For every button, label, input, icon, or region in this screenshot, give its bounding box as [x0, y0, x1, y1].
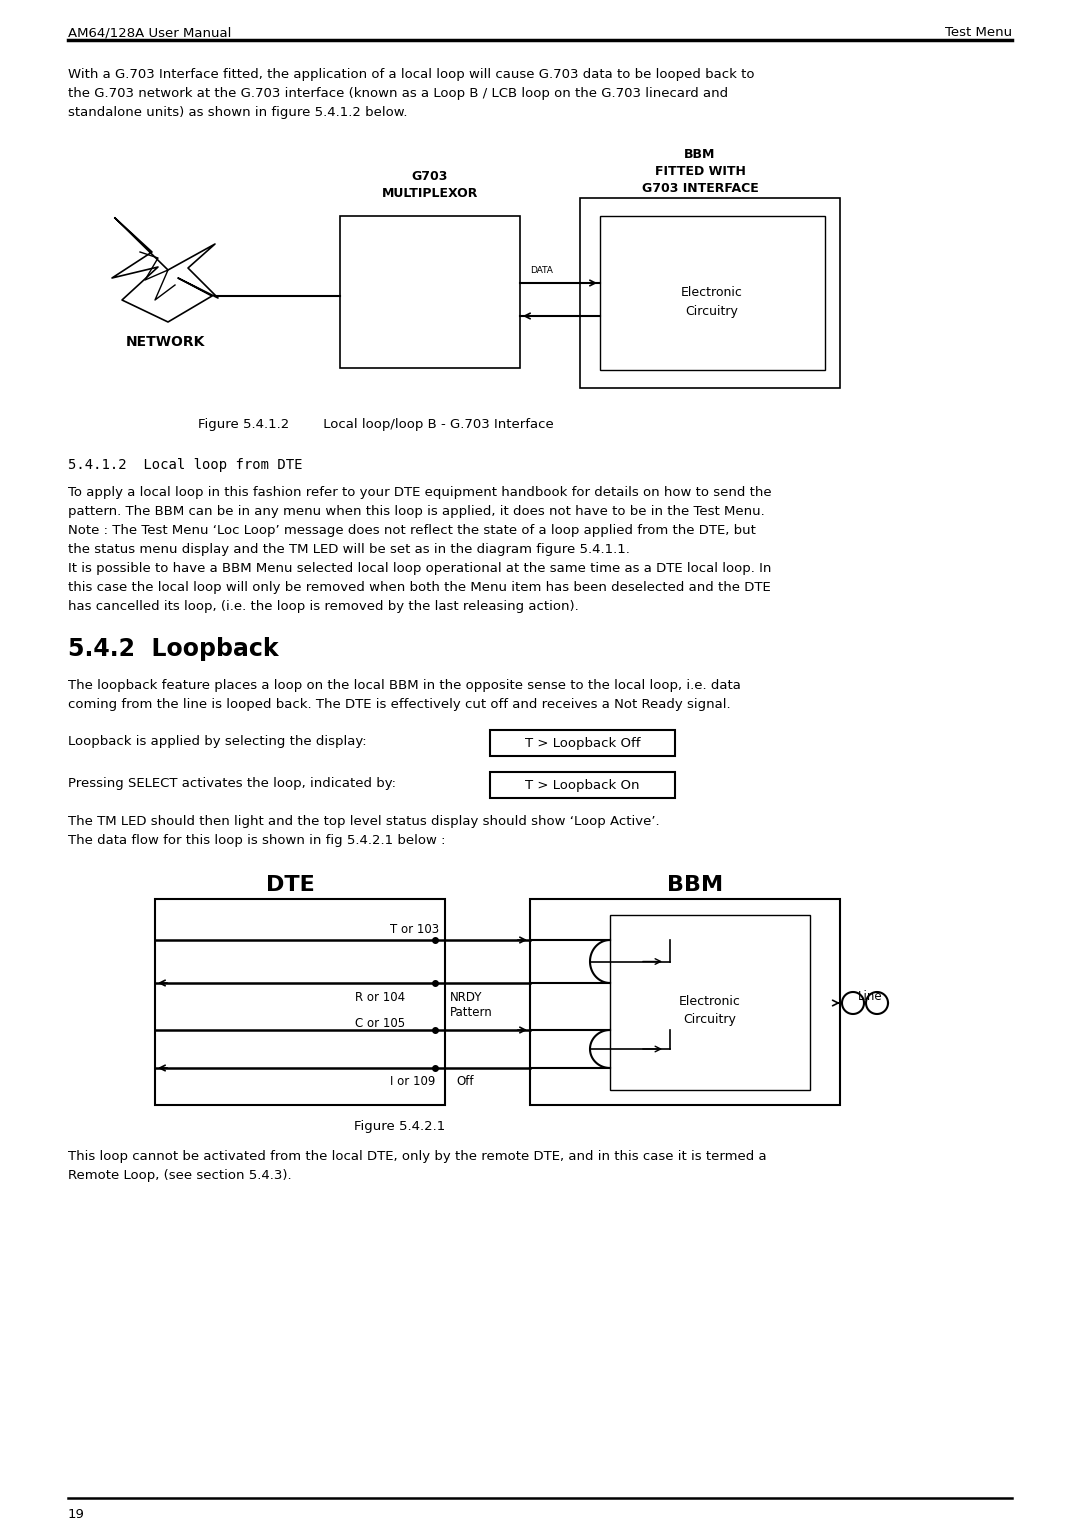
Text: 5.4.2  Loopback: 5.4.2 Loopback [68, 637, 279, 662]
Text: Electronic: Electronic [679, 995, 741, 1008]
Text: DTE: DTE [266, 876, 314, 895]
Text: G703 INTERFACE: G703 INTERFACE [642, 182, 758, 196]
Text: 19: 19 [68, 1508, 85, 1520]
Text: Off: Off [456, 1076, 473, 1088]
Text: To apply a local loop in this fashion refer to your DTE equipment handbook for d: To apply a local loop in this fashion re… [68, 486, 771, 500]
Text: Line: Line [858, 990, 882, 1002]
Text: pattern. The BBM can be in any menu when this loop is applied, it does not have : pattern. The BBM can be in any menu when… [68, 504, 765, 518]
Text: Figure 5.4.1.2        Local loop/loop B - G.703 Interface: Figure 5.4.1.2 Local loop/loop B - G.703… [198, 419, 554, 431]
Bar [156, 898, 445, 1105]
Text: Remote Loop, (see section 5.4.3).: Remote Loop, (see section 5.4.3). [68, 1169, 292, 1183]
Text: I or 109: I or 109 [390, 1076, 435, 1088]
Text: 5.4.1.2  Local loop from DTE: 5.4.1.2 Local loop from DTE [68, 458, 302, 472]
Text: It is possible to have a BBM Menu selected local loop operational at the same ti: It is possible to have a BBM Menu select… [68, 562, 771, 575]
Text: The TM LED should then light and the top level status display should show ‘Loop : The TM LED should then light and the top… [68, 814, 660, 828]
Text: DATA: DATA [530, 266, 553, 275]
Text: Pattern: Pattern [450, 1005, 492, 1019]
Bar [490, 730, 675, 756]
Text: Note : The Test Menu ‘Loc Loop’ message does not reflect the state of a loop app: Note : The Test Menu ‘Loc Loop’ message … [68, 524, 756, 536]
Text: With a G.703 Interface fitted, the application of a local loop will cause G.703 : With a G.703 Interface fitted, the appli… [68, 69, 755, 81]
Bar [600, 215, 825, 370]
Text: BBM: BBM [667, 876, 724, 895]
Text: coming from the line is looped back. The DTE is effectively cut off and receives: coming from the line is looped back. The… [68, 698, 731, 711]
Text: AM64/128A User Manual: AM64/128A User Manual [68, 26, 231, 40]
Text: NRDY: NRDY [450, 992, 483, 1004]
Text: Figure 5.4.2.1: Figure 5.4.2.1 [354, 1120, 446, 1132]
Bar [490, 772, 675, 798]
Text: this case the local loop will only be removed when both the Menu item has been d: this case the local loop will only be re… [68, 581, 771, 594]
Text: T > Loopback Off: T > Loopback Off [525, 736, 640, 750]
Text: Pressing SELECT activates the loop, indicated by:: Pressing SELECT activates the loop, indi… [68, 778, 396, 790]
Text: This loop cannot be activated from the local DTE, only by the remote DTE, and in: This loop cannot be activated from the l… [68, 1151, 767, 1163]
Text: standalone units) as shown in figure 5.4.1.2 below.: standalone units) as shown in figure 5.4… [68, 105, 407, 119]
Text: Loopback is applied by selecting the display:: Loopback is applied by selecting the dis… [68, 735, 366, 749]
Text: The data flow for this loop is shown in fig 5.4.2.1 below :: The data flow for this loop is shown in … [68, 834, 446, 847]
Text: FITTED WITH: FITTED WITH [654, 165, 745, 177]
Text: BBM: BBM [685, 148, 716, 160]
Bar [530, 898, 840, 1105]
Text: the G.703 network at the G.703 interface (known as a Loop B / LCB loop on the G.: the G.703 network at the G.703 interface… [68, 87, 728, 99]
Text: T or 103: T or 103 [390, 923, 440, 937]
Text: T > Loopback On: T > Loopback On [525, 778, 639, 792]
Text: R or 104: R or 104 [355, 992, 405, 1004]
Text: Electronic: Electronic [681, 286, 743, 299]
Bar [340, 215, 519, 368]
Text: the status menu display and the TM LED will be set as in the diagram figure 5.4.: the status menu display and the TM LED w… [68, 542, 630, 556]
Text: Test Menu: Test Menu [945, 26, 1012, 40]
Bar [610, 915, 810, 1089]
Text: MULTIPLEXOR: MULTIPLEXOR [382, 186, 478, 200]
Text: G703: G703 [411, 170, 448, 183]
Text: C or 105: C or 105 [355, 1018, 405, 1030]
Text: The loopback feature places a loop on the local BBM in the opposite sense to the: The loopback feature places a loop on th… [68, 678, 741, 692]
Bar [580, 199, 840, 388]
Text: has cancelled its loop, (i.e. the loop is removed by the last releasing action).: has cancelled its loop, (i.e. the loop i… [68, 601, 579, 613]
Text: NETWORK: NETWORK [125, 335, 205, 348]
Text: Circuitry: Circuitry [686, 306, 739, 318]
Text: Circuitry: Circuitry [684, 1013, 737, 1025]
